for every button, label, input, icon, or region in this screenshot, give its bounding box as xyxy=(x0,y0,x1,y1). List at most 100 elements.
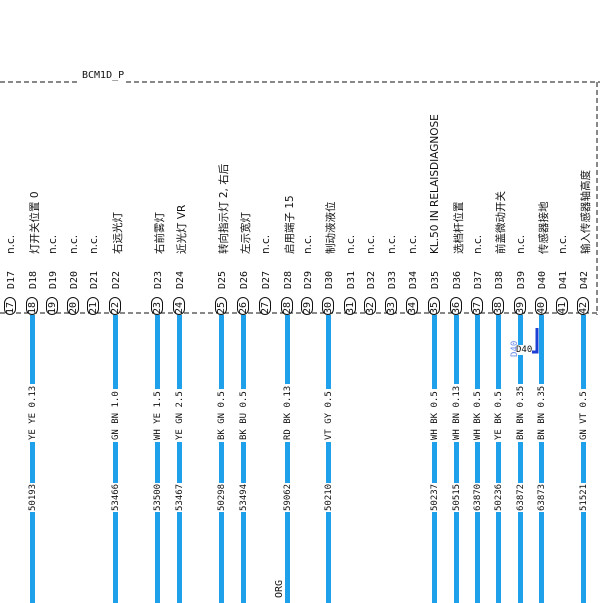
circuit-number: 50298 xyxy=(217,482,227,512)
pin-wire xyxy=(496,315,501,603)
circuit-number: 63870 xyxy=(473,482,483,512)
wire-spec-label: GN VT 0.5 xyxy=(579,389,589,442)
pin-box xyxy=(259,297,271,315)
pin-number: 36 xyxy=(451,301,462,314)
pin-id-label: D36 xyxy=(452,270,463,289)
pin-id-label: D41 xyxy=(558,270,569,289)
pin-function-label: n.c. xyxy=(386,234,398,254)
pin-number: 22 xyxy=(110,301,121,314)
pin-function-label: n.c. xyxy=(365,234,377,254)
pin-number: 25 xyxy=(216,301,227,314)
pin-number: 35 xyxy=(429,301,440,314)
pin-id-label: D23 xyxy=(153,270,164,289)
pin-box xyxy=(4,297,16,315)
pin-box xyxy=(344,297,356,315)
pin-function-label: 右前雾灯 xyxy=(154,212,166,254)
pin-box xyxy=(492,297,504,315)
pin-function-label: n.c. xyxy=(47,234,59,254)
pin-function-label: n.c. xyxy=(345,234,357,254)
pin-number: 20 xyxy=(68,301,79,314)
pin-number: 18 xyxy=(27,301,38,314)
pin-function-label: n.c. xyxy=(407,234,419,254)
pin-number: 31 xyxy=(345,301,356,314)
wire-spec-label: RD BK 0.13 xyxy=(283,383,293,442)
pin-wire xyxy=(326,315,331,603)
pin-box xyxy=(215,297,227,315)
pin-id-label: D22 xyxy=(111,270,122,289)
pin-wire xyxy=(113,315,118,603)
pin-box xyxy=(577,297,589,315)
pin-number: 32 xyxy=(365,301,376,314)
circuit-number: 50236 xyxy=(494,482,504,512)
pin-number: 39 xyxy=(515,301,526,314)
pin-number: 33 xyxy=(386,301,397,314)
pin-id-label: D29 xyxy=(303,270,314,289)
circuit-number: 51521 xyxy=(579,482,589,512)
pin-number: 26 xyxy=(238,301,249,314)
wire-spec-label: GN BN 1.0 xyxy=(111,389,121,442)
wire-spec-label: BN BN 0.35 xyxy=(537,383,547,442)
pin-number: 30 xyxy=(323,301,334,314)
circuit-number: 53494 xyxy=(239,482,249,512)
pin-function-label: 灯开关位置 0 xyxy=(29,191,41,254)
pin-id-label: D21 xyxy=(89,270,100,289)
pin-function-label: 传感器接地 xyxy=(538,201,550,255)
pin-id-label: D19 xyxy=(48,270,59,289)
pin-number: 41 xyxy=(557,301,568,314)
pin-wire xyxy=(177,315,182,603)
pin-box xyxy=(322,297,334,315)
pin-box xyxy=(87,297,99,315)
pin-box xyxy=(471,297,483,315)
pin-box xyxy=(237,297,249,315)
pin-wire xyxy=(581,315,586,603)
pin-box xyxy=(26,297,38,315)
pin-box xyxy=(428,297,440,315)
wire-spec-label: WH YE 1.5 xyxy=(153,389,163,442)
pin-wire xyxy=(539,315,544,603)
pin-number: 37 xyxy=(472,301,483,314)
pin-box xyxy=(556,297,568,315)
pin-wire xyxy=(518,315,523,603)
pin-box xyxy=(46,297,58,315)
wire-spec-label: YE GN 2.5 xyxy=(175,389,185,442)
pin-id-label: D25 xyxy=(217,270,228,289)
pin-wire xyxy=(241,315,246,603)
pin-box xyxy=(406,297,418,315)
pin-id-label: D27 xyxy=(261,270,272,289)
pin-number: 19 xyxy=(47,301,58,314)
pin-box xyxy=(281,297,293,315)
circuit-number: 53466 xyxy=(111,482,121,512)
circuit-number: 59062 xyxy=(283,482,293,512)
pin-function-label: n.c. xyxy=(260,234,272,254)
pin-wire xyxy=(219,315,224,603)
pin-function-label: 左示宽灯 xyxy=(240,212,252,254)
pin-id-label: D20 xyxy=(69,270,80,289)
pin-id-label: D42 xyxy=(579,270,590,289)
pin-id-label: D39 xyxy=(516,270,527,289)
circuit-number: 63872 xyxy=(516,482,526,512)
wire-spec-label: VT GY 0.5 xyxy=(324,389,334,442)
connector-name: BCM1D_P xyxy=(81,70,126,81)
pin-function-label: 输入传感器轴高度 xyxy=(580,170,592,254)
pin-number: 27 xyxy=(260,301,271,314)
pin-box xyxy=(301,297,313,315)
wire-spec-label: WH BK 0.5 xyxy=(473,389,483,442)
wire-spec-label: WH BK 0.5 xyxy=(430,389,440,442)
pin-function-label: 近光灯 VR xyxy=(176,204,188,254)
pin-id-label: D34 xyxy=(408,270,419,289)
pin-id-label: D24 xyxy=(175,270,186,289)
pin-function-label: n.c. xyxy=(557,234,569,254)
pin-id-label: D38 xyxy=(494,270,505,289)
pin-function-label: 右远光灯 xyxy=(112,212,124,254)
pin-number: 42 xyxy=(578,301,589,314)
pin-box xyxy=(109,297,121,315)
circuit-number: 53467 xyxy=(175,482,185,512)
pin-number: 40 xyxy=(536,301,547,314)
pin-function-label: 制动液液位 xyxy=(325,201,337,255)
pin-number: 38 xyxy=(493,301,504,314)
pin-wire xyxy=(454,315,459,603)
pin-function-label: 转向指示灯 2, 右后 xyxy=(218,163,230,254)
pin-wire xyxy=(155,315,160,603)
circuit-number: 53500 xyxy=(153,482,163,512)
pin-box xyxy=(173,297,185,315)
